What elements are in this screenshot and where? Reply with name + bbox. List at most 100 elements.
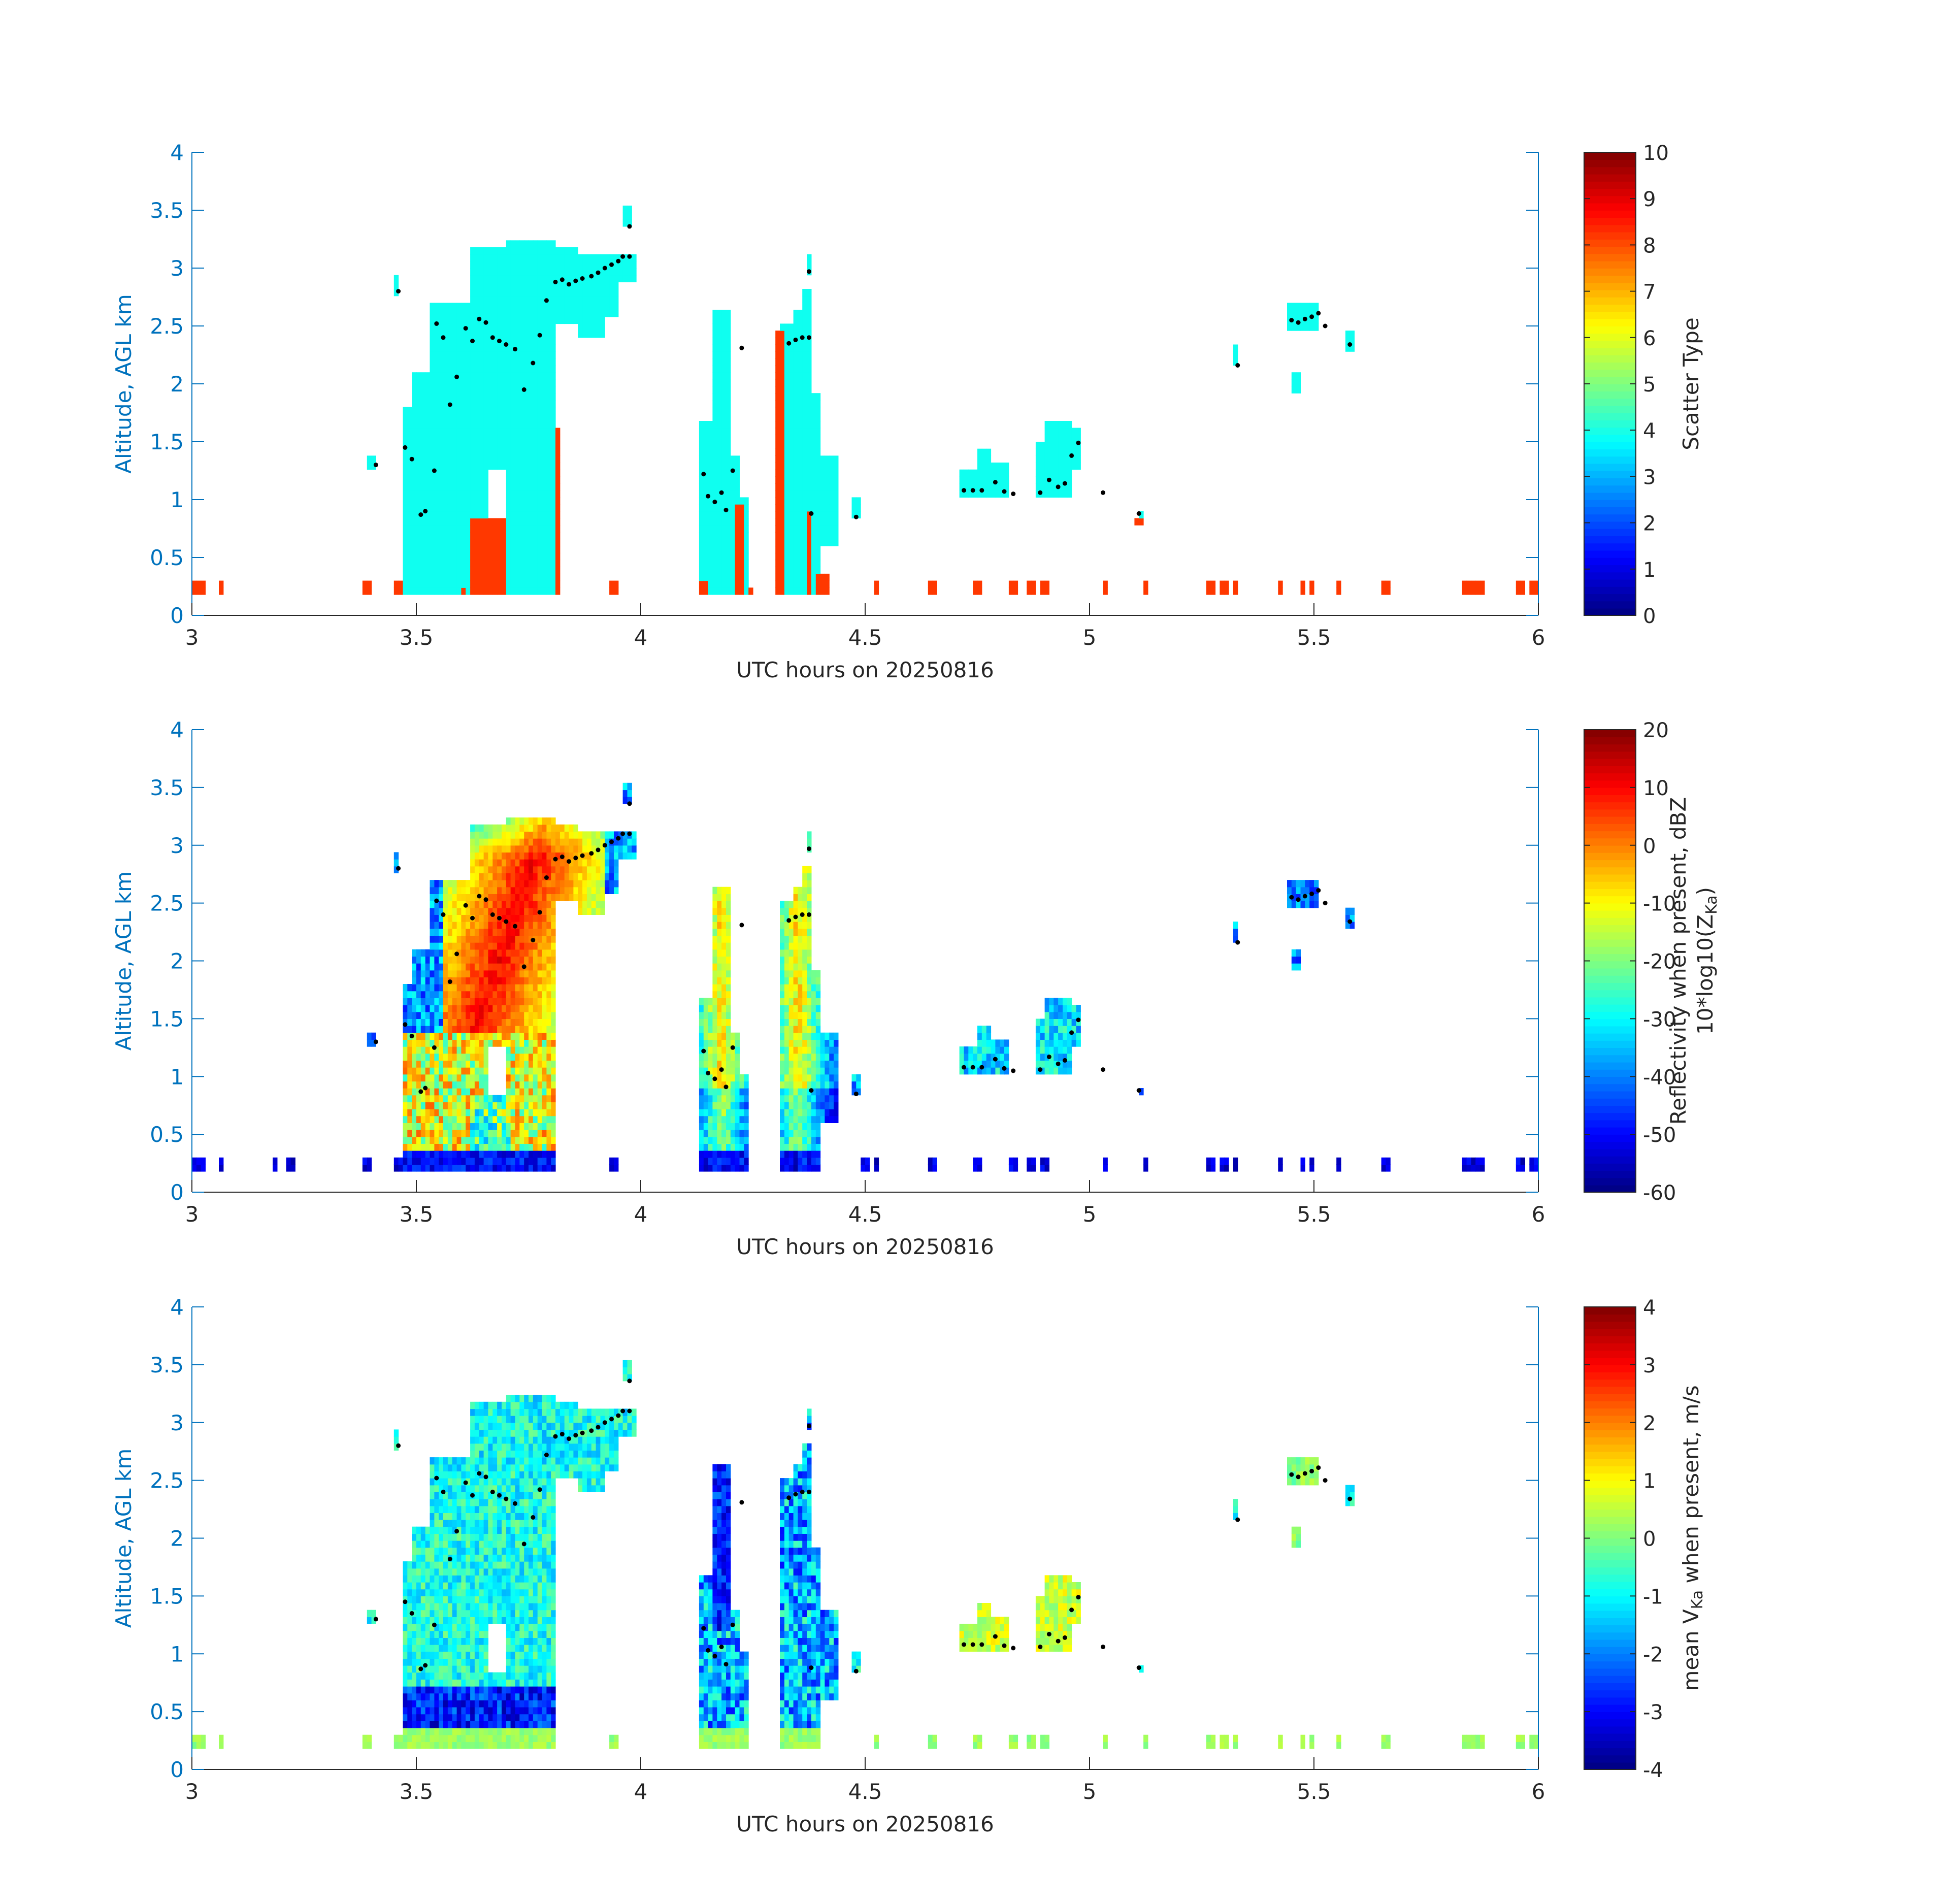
heatmap-cell [407,1081,412,1089]
heatmap-cell [488,407,493,414]
heatmap-cell [443,469,448,477]
heatmap-cell [479,560,484,567]
heatmap-cell [488,400,493,408]
heatmap-cell [703,1088,709,1096]
heatmap-cell [443,560,448,567]
heatmap-cell [703,1102,709,1109]
heatmap-cell [793,331,798,338]
heatmap-cell [466,1136,471,1144]
heatmap-cell [712,463,717,470]
heatmap-cell [483,831,488,839]
heatmap-cell [991,483,996,491]
heatmap-cell [502,254,507,261]
heatmap-cell [605,866,610,873]
heatmap-cell [811,490,816,498]
heatmap-cell [506,1164,511,1172]
heatmap-cell [492,546,498,553]
heatmap-cell [1305,303,1310,310]
heatmap-cell [506,887,511,894]
heatmap-cell [529,525,534,533]
heatmap-cell [834,525,839,533]
heatmap-cell [807,379,812,387]
heatmap-cell [510,1046,515,1054]
cloud-base-point [447,402,452,407]
heatmap-cell [721,386,727,393]
heatmap-cell [456,455,462,463]
heatmap-cell [537,504,543,512]
colorbar-segment [1584,347,1636,355]
heatmap-cell [780,358,785,366]
heatmap-cell [456,928,462,936]
heatmap-cell [362,1164,368,1172]
heatmap-cell [632,845,637,853]
heatmap-cell [735,497,740,505]
heatmap-cell [546,393,551,401]
heatmap-cell [1058,421,1063,429]
heatmap-cell [461,922,466,929]
heatmap-cell [502,358,507,366]
heatmap-cell [488,1123,493,1130]
heatmap-cell [492,1115,498,1123]
heatmap-cell [407,567,412,574]
heatmap-cell [502,400,507,408]
heatmap-cell [420,400,426,408]
heatmap-cell [775,525,780,533]
heatmap-cell [524,866,529,873]
heatmap-cell [780,407,785,414]
heatmap-cell [425,1088,431,1096]
heatmap-cell [439,539,444,546]
heatmap-cell [788,337,794,345]
heatmap-cell [434,358,439,366]
heatmap-cell [443,1081,448,1089]
heatmap-cell [420,977,426,984]
heatmap-cell [627,212,632,220]
heatmap-cell [551,469,556,477]
heatmap-cell [537,991,543,998]
heatmap-cell [434,560,439,567]
heatmap-cell [416,463,421,470]
heatmap-cell [739,546,744,553]
heatmap-cell [456,400,462,408]
heatmap-cell [416,386,421,393]
heatmap-cell [519,310,524,317]
heatmap-cell [834,497,839,505]
heatmap-cell [524,880,529,888]
heatmap-cell [497,351,502,359]
cloud-base-point [970,488,975,493]
heatmap-cell [497,379,502,387]
heatmap-cell [537,970,543,977]
heatmap-cell [506,984,511,992]
heatmap-cell [564,316,570,324]
heatmap-cell [492,428,498,435]
heatmap-cell [807,573,812,581]
heatmap-cell [546,268,551,276]
heatmap-cell [452,351,457,359]
heatmap-cell [461,310,466,317]
heatmap-cell [479,1095,484,1102]
heatmap-cell [1040,442,1045,449]
heatmap-cell [474,838,480,846]
heatmap-cell [712,970,717,977]
heatmap-cell [502,1019,507,1026]
heatmap-cell [510,1081,515,1089]
heatmap-cell [416,442,421,449]
heatmap-cell [479,956,484,964]
heatmap-cell [703,1136,709,1144]
heatmap-cell [461,567,466,574]
heatmap-cell [591,261,597,269]
heatmap-cell [775,580,780,588]
heatmap-cell [533,1123,538,1130]
heatmap-cell [452,365,457,373]
heatmap-cell [492,407,498,414]
heatmap-cell [434,935,439,943]
heatmap-cell [447,914,453,922]
heatmap-cell [502,852,507,860]
heatmap-cell [726,977,731,984]
heatmap-cell [524,1123,529,1130]
heatmap-cell [551,358,556,366]
heatmap-cell [542,240,547,248]
heatmap-cell [403,1151,408,1158]
heatmap-cell [708,1102,713,1109]
colorbar-segment [1584,579,1636,587]
heatmap-cell [470,428,475,435]
